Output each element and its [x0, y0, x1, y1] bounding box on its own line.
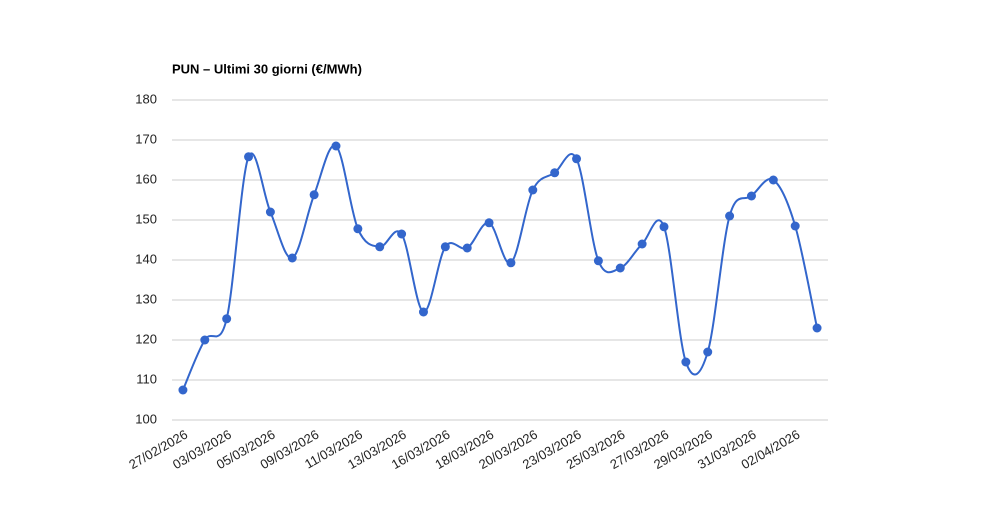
- y-tick-label: 140: [135, 251, 157, 266]
- point: [659, 222, 669, 232]
- line: [182, 144, 819, 391]
- point: [200, 335, 210, 345]
- point: [484, 218, 494, 228]
- point: [244, 152, 254, 162]
- point: [615, 263, 625, 273]
- point: [397, 229, 407, 239]
- point: [593, 256, 603, 266]
- point: [703, 347, 713, 357]
- point: [309, 190, 319, 200]
- y-tick-label: 170: [135, 131, 157, 146]
- point: [222, 314, 232, 324]
- point: [550, 168, 560, 178]
- point: [353, 224, 363, 234]
- point: [768, 175, 778, 185]
- point: [681, 357, 691, 367]
- point: [265, 207, 275, 217]
- point: [790, 221, 800, 231]
- y-tick-label: 120: [135, 331, 157, 346]
- point: [572, 154, 582, 164]
- point: [418, 307, 428, 317]
- point: [812, 323, 822, 333]
- point: [178, 385, 188, 395]
- point: [725, 211, 735, 221]
- point: [462, 243, 472, 253]
- point: [375, 242, 385, 252]
- y-tick-label: 150: [135, 211, 157, 226]
- y-tick-label: 160: [135, 171, 157, 186]
- y-tick-label: 100: [135, 411, 157, 426]
- point: [287, 253, 297, 263]
- chart-title: PUN – Ultimi 30 giorni (€/MWh): [172, 61, 362, 76]
- y-tick-label: 130: [135, 291, 157, 306]
- point: [506, 258, 516, 268]
- point: [637, 239, 647, 249]
- y-tick-label: 110: [136, 371, 157, 386]
- point: [528, 185, 538, 195]
- point: [746, 191, 756, 201]
- y-tick-label: 180: [135, 91, 157, 106]
- point: [440, 242, 450, 252]
- point: [331, 141, 341, 151]
